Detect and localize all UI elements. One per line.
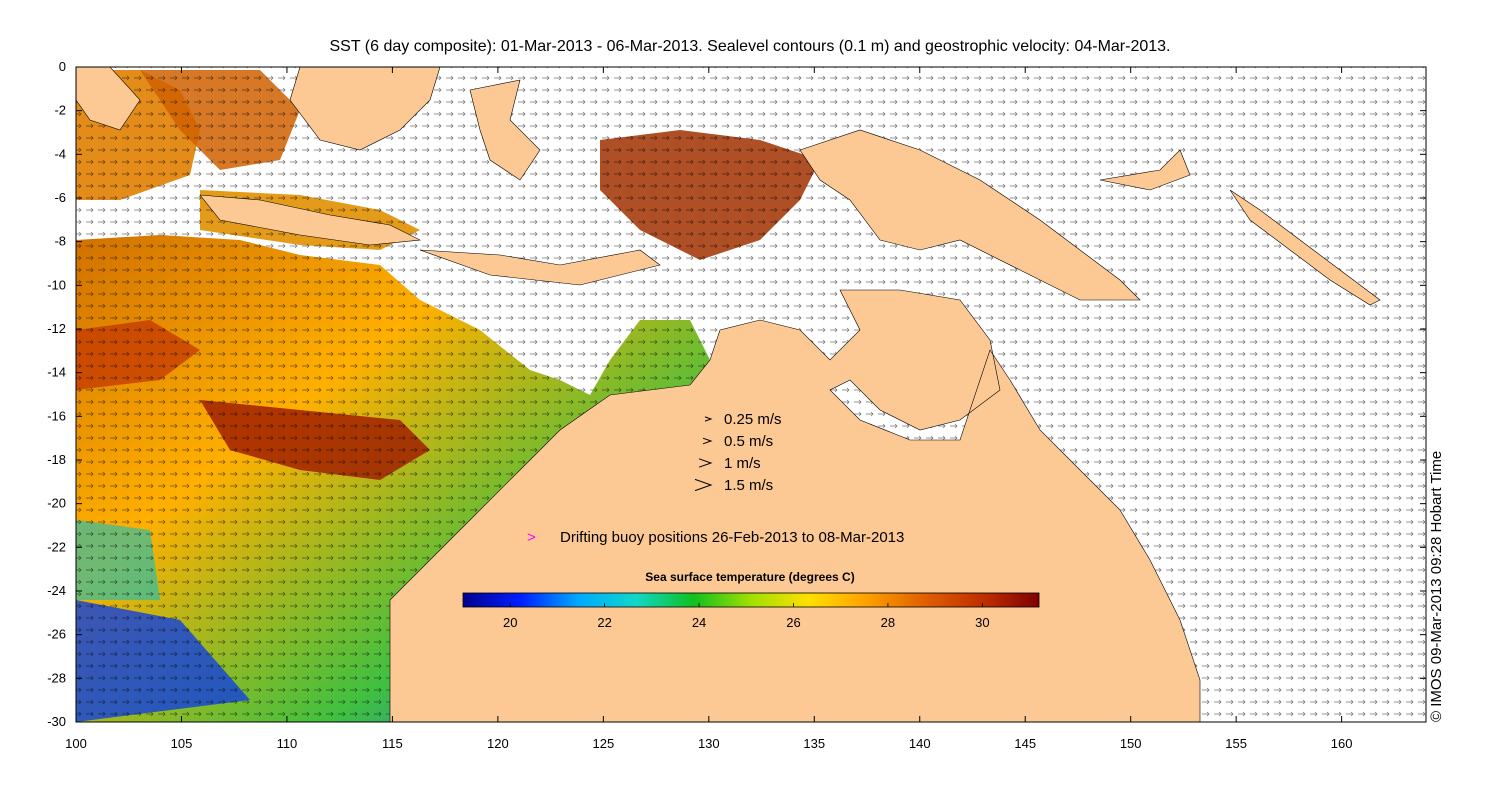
velocity-legend-arrow [702,437,713,445]
velocity-legend-label: 1 m/s [724,455,761,472]
sulawesi-landmass [469,79,541,181]
y-tick-label: -22 [47,539,66,554]
y-tick-label: -6 [54,190,66,205]
colorbar-tick-label: 28 [881,615,895,630]
x-tick-label: 160 [1331,736,1353,751]
y-tick-label: -16 [47,408,66,423]
land-masses [75,66,1381,723]
buoy-legend: > Drifting buoy positions 26-Feb-2013 to… [527,529,904,546]
colorbar-tick-label: 24 [692,615,706,630]
map-title: SST (6 day composite): 01-Mar-2013 - 06-… [329,38,1171,55]
velocity-legend-label: 0.25 m/s [724,411,782,428]
x-tick-label: 140 [909,736,931,751]
map-frame [75,66,1427,723]
buoy-legend-label: Drifting buoy positions 26-Feb-2013 to 0… [560,529,904,546]
y-tick-label: -12 [47,321,66,336]
x-tick-label: 110 [277,736,298,751]
lesser-sunda-landmass [419,249,661,286]
y-tick-label: -4 [54,146,66,161]
velocity-legend-arrow [704,416,713,422]
velocity-legend-arrow [694,478,713,492]
y-tick-label: 0 [59,59,66,74]
y-tick-label: -10 [47,277,66,292]
x-tick-label: 145 [1014,736,1036,751]
y-axis: 0 -2 -4 -6 -8 -10 -12 -14 -16 -18 -20 -22 -24 -26 -28 -… [47,59,1426,729]
x-tick-label: 155 [1225,736,1247,751]
solomon-islands [1229,189,1381,306]
buoy-symbol: > [527,529,536,546]
y-tick-label: -2 [54,103,66,118]
credit-text: © IMOS 09-Mar-2013 09:28 Hobart Time [1428,451,1445,722]
new-guinea-landmass [799,129,1141,301]
y-tick-label: -26 [47,627,66,642]
y-tick-label: -14 [47,365,66,380]
velocity-legend-arrow [698,458,713,468]
sst-colorbar: Sea surface temperature (degrees C) 20 22… [462,570,1040,630]
y-tick-label: -8 [54,234,66,249]
colorbar-tick-label: 26 [786,615,800,630]
velocity-legend-label: 0.5 m/s [724,433,773,450]
y-tick-label: -28 [47,670,66,685]
colorbar-tick-label: 30 [975,615,989,630]
colorbar-gradient [462,592,1040,608]
x-axis: 100 105 110 115 120 125 130 135 140 145 150 155 160 [65,67,1352,751]
velocity-legend: 0.25 m/s 0.5 m/s 1 m/s 1.5 m/s [694,411,782,494]
x-tick-label: 130 [698,736,720,751]
x-tick-label: 115 [382,736,403,751]
y-tick-label: -24 [47,583,66,598]
x-tick-label: 120 [487,736,509,751]
y-tick-label: -30 [47,714,66,729]
x-tick-label: 125 [592,736,614,751]
y-tick-label: -18 [47,452,66,467]
x-tick-label: 150 [1120,736,1142,751]
y-tick-label: -20 [47,496,66,511]
java-landmass [199,194,422,246]
colorbar-tick-label: 22 [597,615,611,630]
x-tick-label: 100 [65,736,87,751]
x-tick-label: 135 [803,736,825,751]
x-tick-label: 105 [171,736,193,751]
borneo-landmass [289,66,441,151]
new-britain [1099,149,1191,191]
velocity-legend-label: 1.5 m/s [724,477,773,494]
colorbar-tick-label: 20 [503,615,517,630]
australia-landmass [389,289,1201,723]
colorbar-title: Sea surface temperature (degrees C) [645,570,854,584]
